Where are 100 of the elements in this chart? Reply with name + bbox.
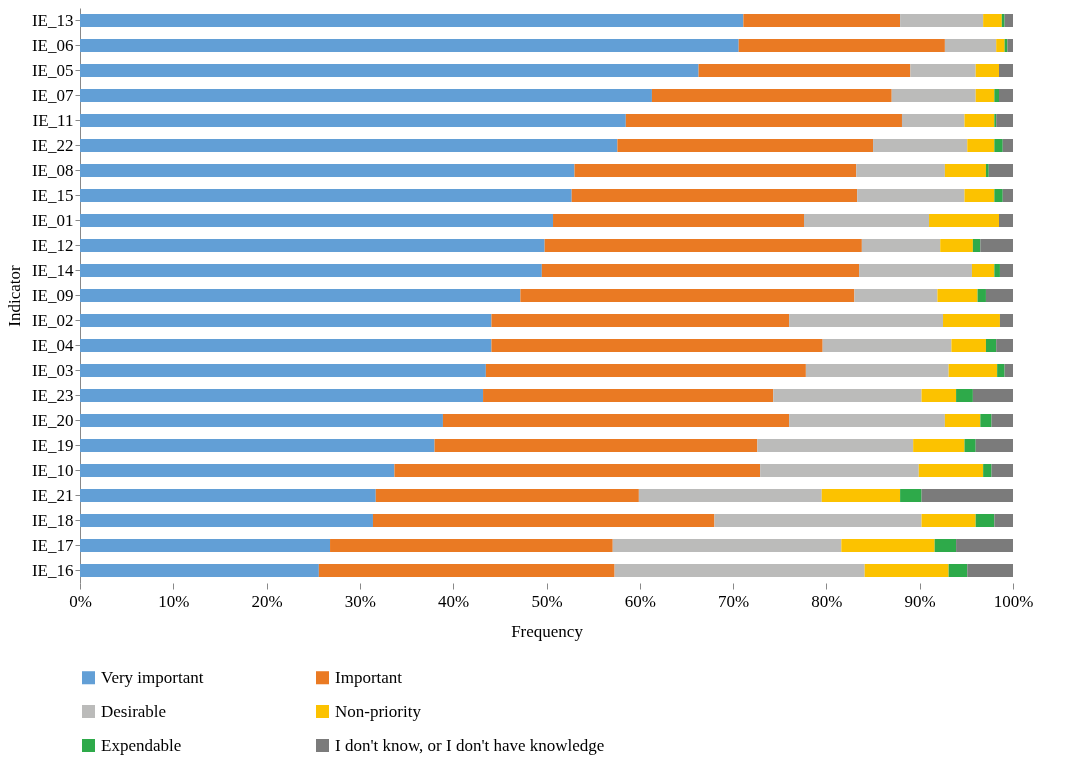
y-tick-label: IE_18 — [31, 510, 74, 530]
bar — [983, 464, 992, 477]
bar — [571, 189, 858, 202]
y-tick-label: IE_17 — [31, 535, 74, 555]
bar — [994, 189, 1003, 202]
y-tick-label: IE_13 — [31, 10, 74, 30]
y-tick-label: IE_23 — [31, 385, 74, 405]
bar — [994, 514, 1013, 527]
bar — [999, 89, 1013, 102]
bar — [980, 414, 992, 427]
y-tick-label: IE_16 — [31, 560, 74, 580]
bar — [944, 39, 997, 52]
bar — [861, 239, 941, 252]
bar — [614, 564, 865, 577]
y-tick-label: IE_09 — [31, 285, 74, 305]
bar — [972, 389, 1013, 402]
bar — [80, 289, 521, 302]
y-tick-label: IE_04 — [31, 335, 74, 355]
bar — [80, 364, 486, 377]
bar — [789, 414, 945, 427]
bar — [856, 164, 945, 177]
bar — [948, 564, 968, 577]
bar — [1004, 364, 1013, 377]
bar — [318, 564, 615, 577]
bar — [975, 514, 995, 527]
legend-label: I don't know, or I don't have knowledge — [335, 735, 605, 755]
bar — [714, 514, 922, 527]
bar — [985, 339, 997, 352]
bar — [80, 439, 435, 452]
bar — [773, 389, 922, 402]
y-axis-title: Indicator — [4, 264, 24, 327]
bar — [994, 139, 1003, 152]
bar — [394, 464, 761, 477]
bar — [1002, 189, 1013, 202]
bar — [491, 339, 823, 352]
bar — [822, 339, 952, 352]
bar — [975, 439, 1013, 452]
y-tick-label: IE_03 — [31, 360, 74, 380]
x-tick-label: 30% — [344, 591, 376, 611]
bar — [864, 564, 949, 577]
bar — [574, 164, 857, 177]
x-tick-label: 10% — [158, 591, 190, 611]
bar — [80, 189, 572, 202]
bar — [80, 514, 373, 527]
y-tick-label: IE_15 — [31, 185, 74, 205]
bar — [789, 314, 944, 327]
x-tick-label: 70% — [718, 591, 750, 611]
bar — [921, 389, 957, 402]
bar — [485, 364, 806, 377]
bar — [553, 214, 805, 227]
bar — [910, 64, 976, 77]
bar — [985, 164, 989, 177]
bar — [760, 464, 919, 477]
bar — [971, 264, 995, 277]
bar — [921, 514, 976, 527]
bar — [940, 239, 973, 252]
y-tick-label: IE_22 — [31, 135, 74, 155]
y-tick-label: IE_07 — [31, 85, 74, 105]
bar — [994, 264, 1000, 277]
bar — [921, 489, 1013, 502]
bar — [999, 314, 1013, 327]
bar — [544, 239, 862, 252]
bar — [857, 189, 965, 202]
bar — [805, 364, 949, 377]
bar — [80, 164, 575, 177]
bar — [943, 314, 1000, 327]
y-tick-label: IE_14 — [31, 260, 74, 280]
y-tick-label: IE_02 — [31, 310, 74, 330]
y-tick-label: IE_12 — [31, 235, 74, 255]
legend-label: Very important — [101, 667, 204, 687]
bar — [375, 489, 639, 502]
bar — [80, 214, 554, 227]
bar — [854, 289, 938, 302]
x-tick-label: 20% — [251, 591, 283, 611]
bar — [944, 414, 981, 427]
bar — [994, 89, 1000, 102]
bar — [977, 289, 986, 302]
bar — [980, 239, 1013, 252]
bar — [698, 64, 911, 77]
x-axis-title: Frequency — [511, 621, 584, 641]
bar — [948, 364, 998, 377]
bar — [625, 114, 902, 127]
bar — [996, 114, 1013, 127]
bar — [80, 89, 652, 102]
x-tick-label: 0% — [69, 591, 92, 611]
bar — [491, 314, 790, 327]
y-tick-label: IE_06 — [31, 35, 74, 55]
y-tick-label: IE_10 — [31, 460, 74, 480]
y-tick-label: IE_11 — [32, 110, 74, 130]
bar — [80, 114, 626, 127]
bar — [988, 164, 1013, 177]
x-tick-label: 80% — [811, 591, 843, 611]
bar — [80, 39, 739, 52]
bar — [944, 164, 986, 177]
bar — [1004, 14, 1013, 27]
bar — [991, 414, 1013, 427]
bar — [80, 14, 744, 27]
bar — [372, 514, 715, 527]
bar — [999, 264, 1013, 277]
bar — [956, 539, 1013, 552]
